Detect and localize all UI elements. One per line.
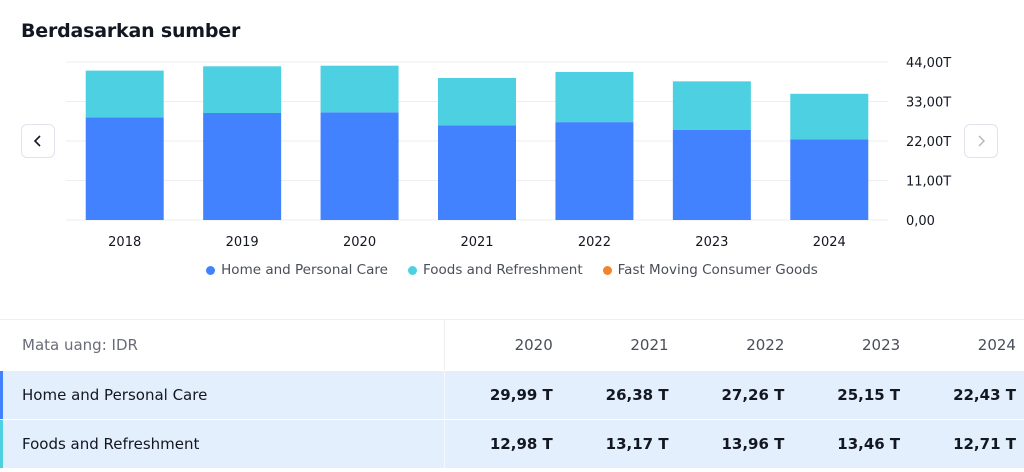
chevron-left-icon xyxy=(33,135,41,147)
bar-segment-foods-and-refreshment-2019[interactable] xyxy=(203,66,282,113)
legend-label: Home and Personal Care xyxy=(221,262,388,278)
row-label: Home and Personal Care xyxy=(0,371,445,419)
year-header: 2021 xyxy=(630,336,669,354)
legend-dot xyxy=(602,265,612,275)
x-tick-label: 2020 xyxy=(343,235,376,250)
legend-item-fmcg[interactable]: Fast Moving Consumer Goods xyxy=(602,262,818,278)
y-tick-label: 33,00T xyxy=(906,96,951,111)
bar-segment-home-and-personal-care-2023[interactable] xyxy=(672,129,751,220)
table-cell: 22,43 T xyxy=(953,386,1016,404)
table-cell: 25,15 T xyxy=(837,386,901,404)
y-tick-label: 0,00 xyxy=(906,214,935,229)
x-tick-label: 2021 xyxy=(460,235,493,250)
x-tick-label: 2018 xyxy=(108,235,141,250)
table-cell: 13,17 T xyxy=(605,435,669,453)
x-tick-label: 2022 xyxy=(578,235,611,250)
y-tick-label: 11,00T xyxy=(906,175,951,190)
bar-segment-home-and-personal-care-2020[interactable] xyxy=(320,112,399,220)
chevron-right-icon xyxy=(978,135,985,147)
bar-segment-foods-and-refreshment-2021[interactable] xyxy=(438,77,516,126)
bar-segment-home-and-personal-care-2021[interactable] xyxy=(438,125,516,220)
next-button[interactable] xyxy=(964,124,998,158)
legend-dot xyxy=(407,265,417,275)
row-color-indicator xyxy=(0,420,3,468)
legend-label: Foods and Refreshment xyxy=(422,262,583,278)
bar-segment-home-and-personal-care-2022[interactable] xyxy=(555,122,634,220)
table-row-foods-refreshment[interactable]: Foods and Refreshment 12,98 T 13,17 T 13… xyxy=(0,419,1024,468)
bar-segment-foods-and-refreshment-2020[interactable] xyxy=(320,65,399,113)
x-tick-label: 2024 xyxy=(813,235,846,250)
bar-segment-foods-and-refreshment-2018[interactable] xyxy=(85,70,164,118)
row-label: Foods and Refreshment xyxy=(0,420,445,468)
bar-segment-home-and-personal-care-2018[interactable] xyxy=(85,117,164,220)
table-cell: 13,46 T xyxy=(837,435,901,453)
row-color-indicator xyxy=(0,371,3,419)
chart-title: Berdasarkan sumber xyxy=(21,20,241,42)
table-cell: 12,98 T xyxy=(489,435,553,453)
table-cell: 13,96 T xyxy=(721,435,785,453)
y-tick-label: 22,00T xyxy=(906,135,951,150)
legend-item-home-personal-care[interactable]: Home and Personal Care xyxy=(206,262,388,278)
chart-legend: Home and Personal Care Foods and Refresh… xyxy=(0,262,1024,278)
currency-label: Mata uang: IDR xyxy=(0,320,445,370)
x-tick-label: 2023 xyxy=(695,235,728,250)
legend-label: Fast Moving Consumer Goods xyxy=(617,262,818,278)
previous-button[interactable] xyxy=(21,124,55,158)
year-header: 2020 xyxy=(514,336,553,354)
bar-segment-foods-and-refreshment-2024[interactable] xyxy=(790,93,869,140)
bar-segment-home-and-personal-care-2024[interactable] xyxy=(790,139,869,220)
year-header: 2023 xyxy=(861,336,901,354)
bar-segment-foods-and-refreshment-2022[interactable] xyxy=(555,71,634,123)
year-header: 2022 xyxy=(746,336,785,354)
bar-segment-foods-and-refreshment-2023[interactable] xyxy=(672,81,751,130)
revenue-stacked-bar-chart: 0,00 11,00T 22,00T 33,00T 44,00T 2018 2019 2020… xyxy=(66,56,951,250)
table-cell: 12,71 T xyxy=(953,435,1016,453)
revenue-table: Mata uang: IDR 2020 2021 2022 2023 2024 … xyxy=(0,319,1024,468)
table-cell: 27,26 T xyxy=(721,386,785,404)
x-tick-label: 2019 xyxy=(226,235,259,250)
legend-dot xyxy=(206,265,216,275)
bar-segment-home-and-personal-care-2019[interactable] xyxy=(203,112,282,220)
table-row-home-personal-care[interactable]: Home and Personal Care 29,99 T 26,38 T 2… xyxy=(0,370,1024,419)
legend-item-foods-refreshment[interactable]: Foods and Refreshment xyxy=(407,262,583,278)
table-header-row: Mata uang: IDR 2020 2021 2022 2023 2024 xyxy=(0,320,1024,370)
table-cell: 26,38 T xyxy=(605,386,669,404)
year-header: 2024 xyxy=(977,336,1016,354)
table-cell: 29,99 T xyxy=(489,386,553,404)
y-tick-label: 44,00T xyxy=(906,56,951,71)
